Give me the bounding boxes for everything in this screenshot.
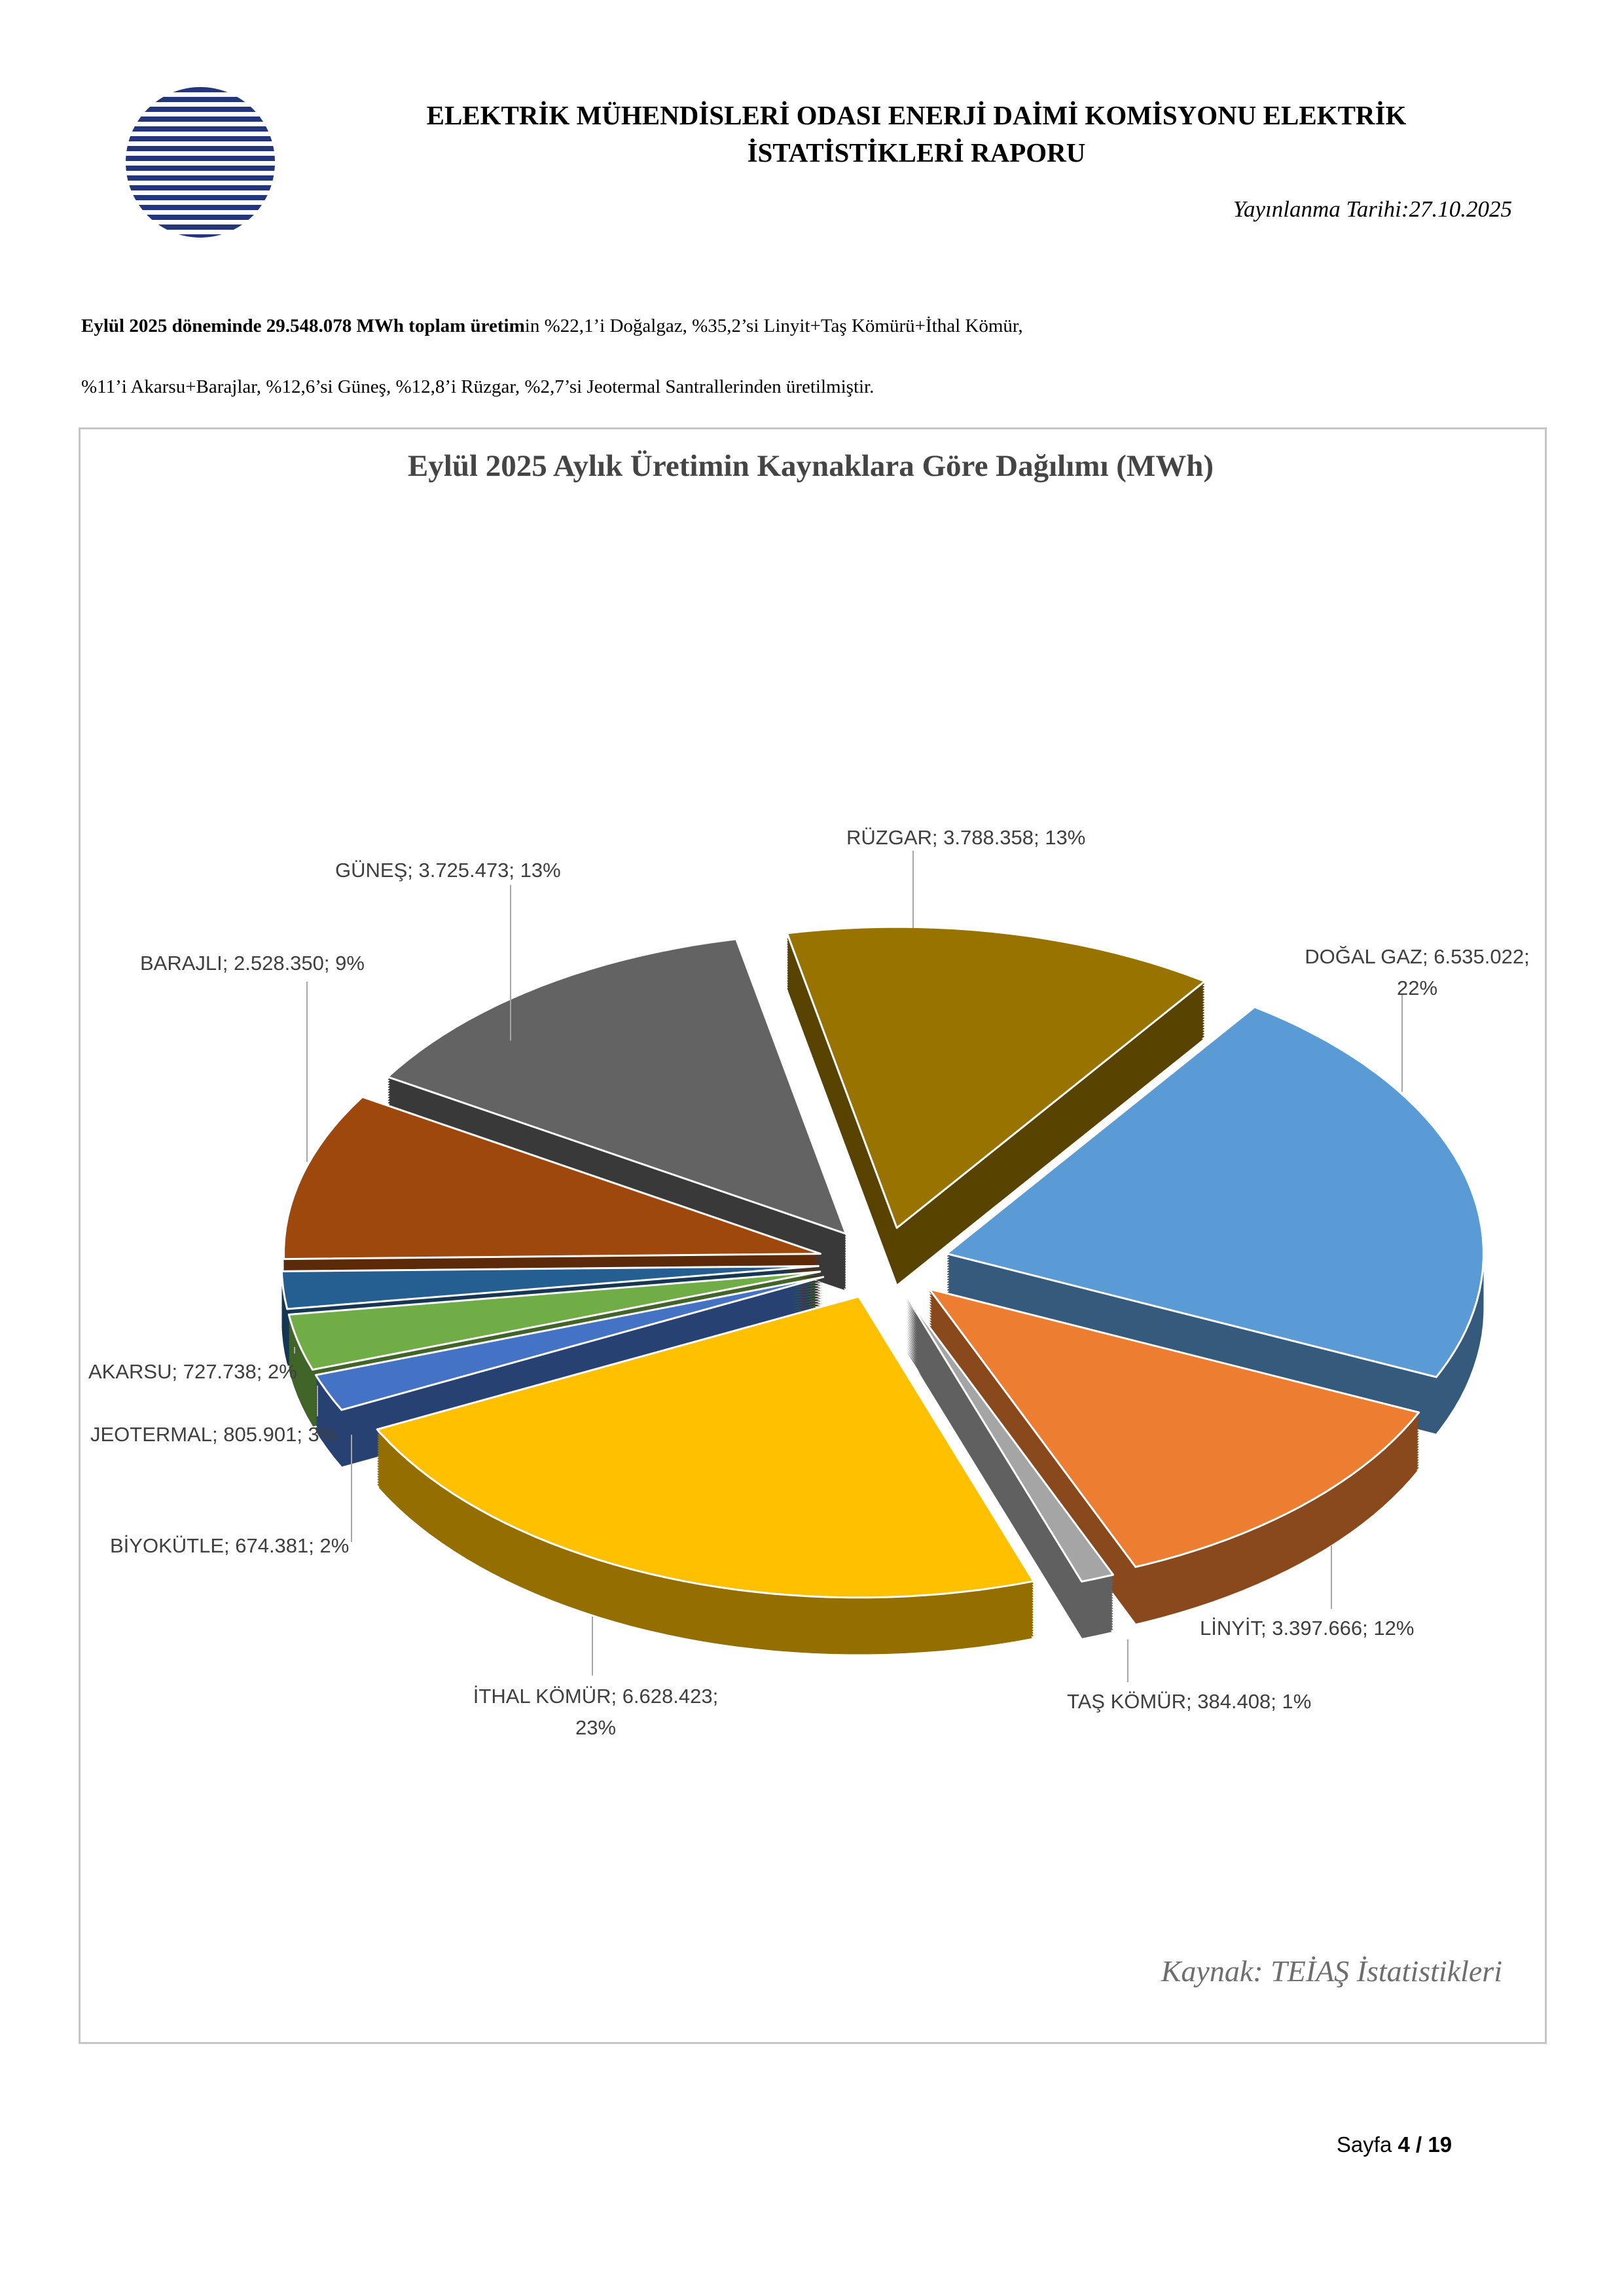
- summary-line-2: %11’i Akarsu+Barajlar, %12,6’si Güneş, %…: [81, 376, 875, 397]
- slice-label-dogal-gaz: DOĞAL GAZ; 6.535.022; 22%: [1305, 945, 1530, 999]
- summary-paragraph: Eylül 2025 döneminde 29.548.078 MWh topl…: [81, 296, 1547, 418]
- report-title: ELEKTRİK MÜHENDİSLERİ ODASI ENERJİ DAİMİ…: [426, 100, 1407, 168]
- emo-logo-icon: [126, 87, 275, 238]
- summary-line-1-rest: in %22,1’i Doğalgaz, %35,2’si Linyit+Taş…: [524, 315, 1023, 336]
- publish-date: Yayınlanma Tarihi:27.10.2025: [1233, 196, 1512, 222]
- summary-line-1: Eylül 2025 döneminde 29.548.078 MWh topl…: [81, 296, 1547, 357]
- slice-label-ithal-komur: İTHAL KÖMÜR; 6.628.423; 23%: [473, 1685, 719, 1739]
- chart-frame: [79, 427, 1547, 2044]
- slice-label-akarsu: AKARSU; 727.738; 2%: [88, 1360, 297, 1383]
- slice-label-ruzgar: RÜZGAR; 3.788.358; 13%: [846, 826, 1086, 849]
- page-number-value: 4 / 19: [1398, 2132, 1453, 2157]
- slice-label-barajli: BARAJLI; 2.528.350; 9%: [140, 952, 365, 975]
- slice-label-gunes: GÜNEŞ; 3.725.473; 13%: [335, 859, 561, 882]
- chart-title: Eylül 2025 Aylık Üretimin Kaynaklara Gör…: [407, 449, 1214, 483]
- slice-label-tas-komur: TAŞ KÖMÜR; 384.408; 1%: [1067, 1690, 1312, 1713]
- page-number-label: Sayfa: [1336, 2132, 1392, 2157]
- page-number: Sayfa 4 / 19: [1244, 2132, 1545, 2157]
- chart-source: Kaynak: TEİAŞ İstatistikleri: [1161, 1954, 1502, 1988]
- summary-line-1-bold: Eylül 2025 döneminde 29.548.078 MWh topl…: [81, 315, 525, 336]
- slice-label-biyokutle: BİYOKÜTLE; 674.381; 2%: [110, 1534, 350, 1557]
- slice-label-jeotermal: JEOTERMAL; 805.901; 3%: [90, 1423, 338, 1446]
- slice-label-linyit: LİNYİT; 3.397.666; 12%: [1200, 1617, 1415, 1640]
